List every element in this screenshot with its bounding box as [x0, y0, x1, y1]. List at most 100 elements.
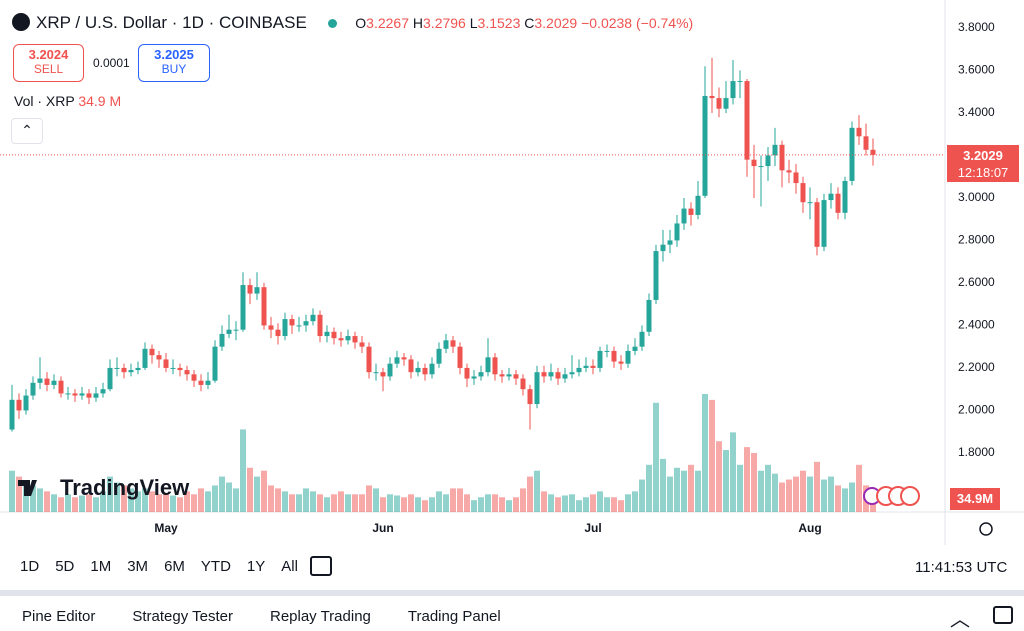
candle-body — [303, 321, 309, 326]
x-tick-label: Aug — [798, 521, 821, 535]
candle-body — [254, 287, 260, 294]
candle-body — [562, 374, 568, 379]
volume-bar — [65, 494, 71, 512]
timeframe-button[interactable]: 1D — [20, 558, 40, 575]
volume-bar — [121, 485, 127, 512]
volume-bar — [611, 497, 617, 512]
status-dot — [327, 19, 337, 28]
volume-bar — [478, 497, 484, 512]
volume-bar — [149, 491, 155, 512]
candle-body — [870, 149, 876, 155]
panel-toggle[interactable]: ︿ — [950, 609, 970, 631]
volume-bar — [219, 476, 225, 512]
buy-label: BUY — [161, 62, 187, 76]
timeframe-button[interactable]: All — [281, 558, 298, 575]
panel-tab[interactable]: Pine Editor — [22, 608, 96, 625]
date-range-icon[interactable] — [310, 556, 332, 576]
volume-bar — [296, 494, 302, 512]
symbol-icon — [12, 13, 30, 31]
volume-bar — [667, 476, 673, 512]
volume-bar — [422, 500, 428, 512]
volume-bar — [72, 497, 78, 512]
y-tick-label: 3.8000 — [958, 20, 995, 34]
settings-icon[interactable] — [979, 522, 993, 536]
volume-bar — [107, 476, 113, 512]
candle-body — [576, 367, 582, 373]
volume-bar — [772, 473, 778, 512]
panel-tab[interactable]: Strategy Tester — [132, 608, 233, 625]
candle-body — [534, 372, 540, 405]
candle-body — [324, 331, 330, 337]
timeframe-button[interactable]: YTD — [200, 558, 231, 575]
volume-bar — [394, 495, 400, 512]
timeframe-button[interactable]: 3M — [127, 558, 149, 575]
volume-bar — [247, 467, 253, 512]
y-tick-label: 2.8000 — [958, 233, 995, 247]
volume-bar — [16, 476, 22, 512]
candle-body — [233, 329, 239, 331]
candle-body — [387, 363, 393, 377]
candle-body — [184, 370, 190, 375]
volume-bar — [814, 461, 820, 512]
volume-bar — [156, 494, 162, 512]
y-tick-label: 3.0000 — [958, 190, 995, 204]
candle-body — [828, 193, 834, 201]
x-tick-label: Jun — [372, 521, 393, 535]
volume-bar — [184, 491, 190, 512]
symbol: XRP / U.S. Dollar · 1D · COINBASE — [36, 13, 307, 32]
candle-body — [247, 285, 253, 294]
volume-bar — [660, 458, 666, 512]
timeframe-button[interactable]: 6M — [164, 558, 185, 575]
volume-bar — [702, 394, 708, 512]
volume-bar — [730, 432, 736, 512]
candle-body — [86, 393, 92, 398]
candle-body — [282, 319, 288, 337]
candle-body — [331, 331, 337, 339]
candle-body — [625, 350, 631, 364]
ohlc-value: 3.2796 — [423, 15, 466, 31]
candle-body — [555, 372, 561, 379]
volume-bar — [765, 464, 771, 512]
candle-body — [653, 251, 659, 300]
candle-body — [317, 314, 323, 337]
candle-body — [310, 314, 316, 322]
candle-body — [170, 367, 176, 369]
candle-body — [646, 299, 652, 332]
timeframe-button[interactable]: 5D — [55, 558, 75, 575]
candle-body — [163, 359, 169, 368]
maximize-icon[interactable] — [993, 606, 1013, 624]
collapse-button[interactable]: ⌃ — [11, 118, 43, 144]
buy-button[interactable]: 3.2025 BUY — [138, 44, 210, 82]
candle-body — [793, 172, 799, 184]
volume-bar — [576, 500, 582, 512]
volume-bar — [688, 464, 694, 512]
volume-bar — [317, 494, 323, 512]
ohlc-value: 3.2267 — [366, 15, 409, 31]
candle-body — [499, 374, 505, 377]
volume-bar — [548, 494, 554, 512]
volume-bar — [709, 399, 715, 512]
sell-button[interactable]: 3.2024 SELL — [13, 44, 84, 82]
candle-body — [296, 325, 302, 327]
candle-body — [107, 367, 113, 390]
panel-tab[interactable]: Trading Panel — [407, 608, 501, 625]
panel-tab[interactable]: Replay Trading — [269, 608, 371, 625]
candle-body — [408, 359, 414, 373]
candle-body — [345, 336, 351, 341]
candle-body — [604, 350, 610, 352]
candle-body — [219, 333, 225, 347]
volume-bar — [842, 488, 848, 512]
candle-body — [471, 376, 477, 379]
candle-body — [149, 348, 155, 356]
volume-bar — [464, 494, 470, 512]
timeframe-button[interactable]: 1Y — [246, 558, 266, 575]
volume-bar — [520, 488, 526, 512]
volume-bar — [114, 482, 120, 512]
volume-bar — [135, 491, 141, 512]
timeframe-button[interactable]: 1M — [90, 558, 112, 575]
candle-body — [443, 340, 449, 349]
candle-body — [520, 378, 526, 390]
volume-bar — [86, 494, 92, 512]
candle-body — [128, 370, 134, 373]
volume-bar — [79, 495, 85, 512]
